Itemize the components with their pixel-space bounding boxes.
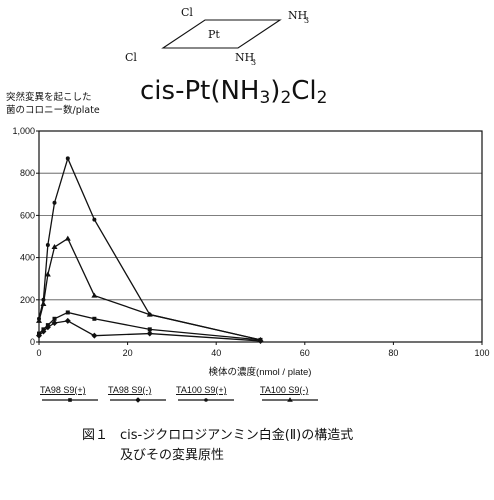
y-tick-label: 400	[20, 253, 35, 263]
nh3-bottom-label: NH	[235, 51, 254, 64]
x-tick-label: 40	[211, 348, 221, 358]
data-point	[65, 310, 70, 315]
x-tick-label: 20	[123, 348, 133, 358]
x-tick-label: 60	[300, 348, 310, 358]
y-tick-label: 0	[30, 337, 35, 347]
data-point	[44, 271, 51, 277]
axes	[36, 130, 483, 345]
legend: TA98 S9(+) TA98 S9(-) TA100 S9(+) TA100 S9(…	[40, 385, 480, 415]
mutagenicity-line-chart: 0 200 400 600 800 1,000 0 20 40 60 80 100 検体の濃度(nm…	[12, 126, 489, 378]
data-point	[45, 242, 50, 247]
formula-sub-1: 3	[259, 88, 271, 108]
data-point	[52, 200, 57, 205]
legend-item: TA100 S9(+)	[176, 385, 236, 404]
data-series	[36, 156, 264, 344]
data-point	[36, 332, 42, 339]
y-axis-title: 突然変異を起こした 菌のコロニー数/plate	[6, 91, 100, 117]
nh3-top-subscript: 3	[304, 16, 309, 25]
data-point	[146, 311, 153, 317]
nh3-bottom-subscript: 3	[251, 58, 256, 67]
plot-frame	[38, 130, 483, 343]
formula-mid: )	[270, 76, 281, 106]
legend-label: TA100 S9(+)	[176, 385, 227, 395]
formula-sub-2: 2	[280, 88, 292, 108]
data-point	[64, 235, 71, 241]
cl-top-label: Cl	[181, 6, 193, 19]
x-axis-title: 検体の濃度(nmol / plate)	[209, 366, 312, 378]
y-axis-title-line-2: 菌のコロニー数/plate	[6, 105, 100, 116]
formula-suffix: Cl	[291, 76, 317, 106]
figure-number: 図１	[82, 428, 109, 443]
data-point	[51, 244, 58, 250]
data-point	[204, 398, 208, 402]
data-point	[64, 317, 71, 324]
y-axis-title-line-1: 突然変異を起こした	[6, 92, 92, 103]
data-point	[40, 328, 47, 335]
data-point	[65, 156, 70, 161]
y-tick-label: 600	[20, 210, 35, 220]
chemical-formula: cis-Pt(NH3)2Cl2	[140, 76, 328, 108]
data-point	[135, 397, 141, 403]
data-point	[52, 316, 57, 321]
gridlines	[39, 130, 482, 301]
legend-swatch	[110, 397, 166, 403]
square-planar-outline	[161, 19, 282, 49]
data-point	[44, 324, 51, 331]
legend-label: TA98 S9(+)	[40, 385, 86, 395]
nh3-top-label: NH	[288, 9, 307, 22]
y-tick-label: 1,000	[12, 126, 35, 136]
data-point	[91, 332, 98, 339]
x-tick-label: 0	[36, 348, 41, 358]
legend-item: TA98 S9(+)	[40, 385, 100, 404]
caption-line-1: cis-ジクロロジアンミン白金(Ⅱ)の構造式	[120, 428, 354, 443]
y-tick-label: 200	[20, 295, 35, 305]
data-point	[146, 330, 153, 337]
pt-label: Pt	[208, 28, 220, 41]
figure-caption: 図１ cis-ジクロロジアンミン白金(Ⅱ)の構造式 及びその変異原性	[82, 426, 353, 466]
series-line	[38, 237, 261, 341]
x-tick-labels: 0 20 40 60 80 100	[36, 348, 489, 358]
legend-swatch	[262, 397, 318, 402]
series-ta100-s9	[36, 235, 264, 342]
legend-label: TA98 S9(-)	[108, 385, 152, 395]
cl-left-label: Cl	[125, 51, 137, 64]
y-tick-labels: 0 200 400 600 800 1,000	[12, 126, 35, 347]
data-point	[36, 317, 42, 323]
data-point	[257, 336, 264, 342]
x-tick-label: 100	[474, 348, 489, 358]
legend-swatch	[178, 398, 234, 402]
caption-line-2: 及びその変異原性	[120, 448, 225, 463]
molecule-structure: Cl Pt NH 3 Cl NH 3	[125, 6, 309, 67]
data-point	[287, 397, 293, 402]
data-point	[68, 398, 72, 402]
formula-sub-3: 2	[316, 88, 328, 108]
data-point	[40, 301, 47, 307]
data-point	[147, 327, 152, 332]
legend-swatch	[42, 398, 98, 402]
series-ta98-s9	[36, 317, 264, 344]
legend-item: TA98 S9(-)	[108, 385, 168, 404]
legend-label: TA100 S9(-)	[260, 385, 309, 395]
series-line	[38, 156, 261, 341]
y-tick-label: 800	[20, 168, 35, 178]
x-tick-label: 80	[388, 348, 398, 358]
formula-prefix: cis-Pt(NH	[140, 76, 260, 106]
data-point	[91, 292, 98, 298]
data-point	[92, 217, 97, 222]
data-point	[51, 320, 58, 327]
data-point	[92, 316, 97, 321]
legend-item: TA100 S9(-)	[260, 385, 320, 404]
